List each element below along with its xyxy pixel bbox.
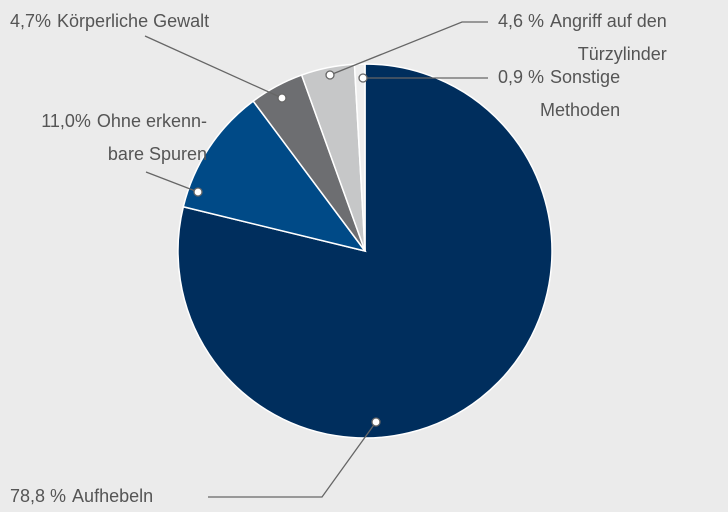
slice-label: 11,0% Ohne erkenn-bare Spuren xyxy=(41,111,207,164)
leader-line xyxy=(144,35,283,99)
category-label: Methoden xyxy=(540,100,620,120)
slice-label: 0,9 % Sonstige Methoden xyxy=(498,67,620,120)
slice-label: 4,7% Körperliche Gewalt xyxy=(10,11,209,31)
category-label: Angriff auf den xyxy=(550,11,667,31)
leader-dot xyxy=(371,417,381,427)
category-label: Ohne erkenn- xyxy=(97,111,207,131)
value-label: 4,6 % xyxy=(498,11,544,31)
slice-label: 4,6 % Angriff auf den Türzylinder xyxy=(498,11,667,64)
leader-line xyxy=(145,171,199,193)
leader-line xyxy=(329,21,488,76)
leader-line xyxy=(208,421,377,498)
category-label: Aufhebeln xyxy=(72,486,153,506)
slice-label: 78,8 % Aufhebeln xyxy=(10,486,153,506)
value-label: 11,0% xyxy=(41,111,91,131)
value-label: 0,9 % xyxy=(498,67,544,87)
category-label: Körperliche Gewalt xyxy=(57,11,209,31)
leader-dot xyxy=(358,73,368,83)
value-label: 4,7% xyxy=(10,11,51,31)
leader-dot xyxy=(325,70,335,80)
value-label: 78,8 % xyxy=(10,486,66,506)
category-label: Türzylinder xyxy=(578,44,667,64)
leader-dot xyxy=(277,93,287,103)
pie-slice xyxy=(353,63,366,252)
category-label: bare Spuren xyxy=(108,144,207,164)
pie-slice xyxy=(182,100,367,253)
leader-dot xyxy=(193,187,203,197)
category-label: Sonstige xyxy=(550,67,620,87)
